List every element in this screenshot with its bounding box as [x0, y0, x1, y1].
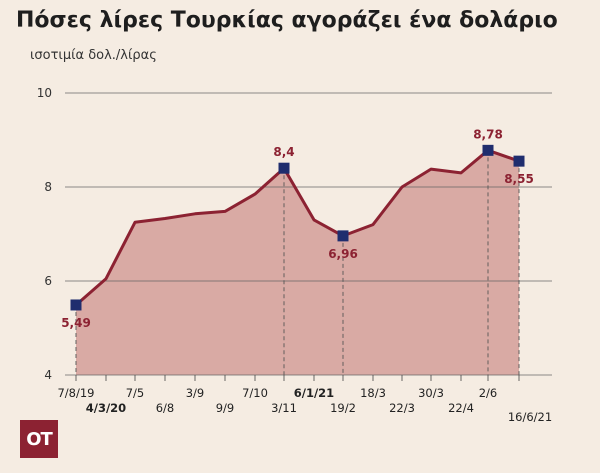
- x-tick-label: 22/3: [389, 401, 415, 415]
- x-tick-label: 22/4: [448, 401, 474, 415]
- chart-subtitle: ισοτιμία δολ./λίρας: [30, 48, 157, 63]
- area-fill: [76, 150, 519, 375]
- data-label: 6,96: [328, 247, 358, 261]
- data-label: 8,4: [273, 145, 294, 159]
- x-tick-label: 7/10: [242, 386, 268, 400]
- y-tick-label: 4: [44, 368, 52, 382]
- x-tick-label: 9/9: [216, 401, 235, 415]
- y-tick-label: 8: [44, 180, 52, 194]
- data-point-marker: [513, 155, 525, 167]
- x-tick-label: 19/2: [330, 401, 356, 415]
- x-tick-label: 7/5: [126, 386, 145, 400]
- x-tick-label: 7/8/19: [57, 386, 94, 400]
- x-tick-label: 3/11: [271, 401, 297, 415]
- x-tick-label: 3/9: [186, 386, 205, 400]
- x-tick-label: 18/3: [360, 386, 386, 400]
- chart-title: Πόσες λίρες Τουρκίας αγοράζει ένα δολάρι…: [16, 8, 558, 33]
- y-tick-label: 10: [37, 86, 52, 100]
- x-tick-label: 6/8: [156, 401, 175, 415]
- x-tick-label: 4/3/20: [86, 401, 126, 415]
- x-tick-label: 16/6/21: [508, 410, 552, 424]
- y-tick-label: 6: [44, 274, 52, 288]
- x-tick-label: 2/6: [479, 386, 498, 400]
- data-point-marker: [70, 299, 82, 311]
- data-point-marker: [278, 162, 290, 174]
- data-point-marker: [337, 230, 349, 242]
- series-line: [75, 148, 520, 307]
- x-tick-label: 30/3: [418, 386, 444, 400]
- ot-logo: OT: [20, 420, 58, 458]
- data-label: 8,78: [473, 127, 503, 141]
- data-point-marker: [482, 144, 494, 156]
- x-tick-label: 6/1/21: [294, 386, 334, 400]
- data-label: 8,55: [504, 172, 534, 186]
- data-label: 5,49: [61, 316, 91, 330]
